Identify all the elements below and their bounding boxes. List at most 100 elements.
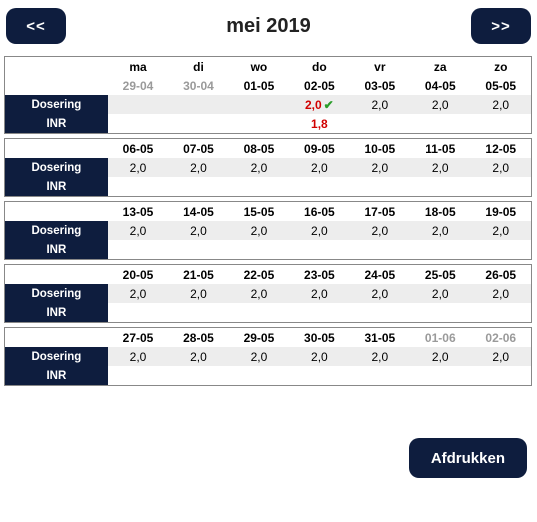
inr-cell xyxy=(350,240,410,259)
inr-row-label: INR xyxy=(5,303,108,322)
inr-cell xyxy=(410,240,470,259)
date-cell: 21-05 xyxy=(168,265,228,284)
dose-value: 2,0 xyxy=(130,161,147,175)
dose-cell: 2,0 xyxy=(289,221,349,240)
inr-cell xyxy=(289,303,349,322)
date-label-blank xyxy=(5,139,108,158)
dose-value: 2,0 xyxy=(251,287,268,301)
date-cell: 20-05 xyxy=(108,265,168,284)
inr-cell xyxy=(168,177,228,196)
day-header: wo xyxy=(229,57,289,76)
dose-cell: 2,0 xyxy=(410,347,470,366)
dose-value: 2,0 xyxy=(432,161,449,175)
date-cell: 13-05 xyxy=(108,202,168,221)
date-cell: 01-05 xyxy=(229,76,289,95)
inr-cell xyxy=(350,366,410,385)
date-cell: 12-05 xyxy=(471,139,532,158)
dose-cell xyxy=(229,95,289,114)
inr-row-label: INR xyxy=(5,240,108,259)
date-cell: 22-05 xyxy=(229,265,289,284)
dose-cell: 2,0 xyxy=(471,158,532,177)
dose-cell: 2,0 xyxy=(229,347,289,366)
date-cell: 31-05 xyxy=(350,328,410,347)
dose-value: 2,0 xyxy=(311,287,328,301)
inr-cell xyxy=(108,177,168,196)
date-cell: 25-05 xyxy=(410,265,470,284)
dose-value: 2,0 xyxy=(130,350,147,364)
dose-cell: 2,0 xyxy=(289,158,349,177)
inr-cell xyxy=(168,240,228,259)
dose-cell: 2,0 xyxy=(289,284,349,303)
inr-cell xyxy=(410,303,470,322)
dose-cell: 2,0 xyxy=(471,221,532,240)
dose-cell xyxy=(108,95,168,114)
dose-value: 2,0 xyxy=(371,161,388,175)
check-icon: ✔ xyxy=(324,98,334,112)
date-label-blank xyxy=(5,76,108,95)
dose-value: 2,0 xyxy=(251,161,268,175)
date-cell: 09-05 xyxy=(289,139,349,158)
date-label-blank xyxy=(5,202,108,221)
inr-cell xyxy=(410,114,470,133)
date-cell: 16-05 xyxy=(289,202,349,221)
date-cell: 02-06 xyxy=(471,328,532,347)
dose-cell: 2,0✔ xyxy=(289,95,349,114)
date-cell: 24-05 xyxy=(350,265,410,284)
dose-cell: 2,0 xyxy=(350,158,410,177)
inr-cell xyxy=(229,303,289,322)
date-label-blank xyxy=(5,265,108,284)
inr-cell xyxy=(289,240,349,259)
header-label-blank xyxy=(5,57,108,76)
dose-cell: 2,0 xyxy=(229,221,289,240)
actions-bar: Afdrukken xyxy=(4,438,533,478)
inr-cell xyxy=(471,240,532,259)
dose-cell: 2,0 xyxy=(108,347,168,366)
week-block: 20-0521-0522-0523-0524-0525-0526-05Doser… xyxy=(4,264,532,323)
date-cell: 14-05 xyxy=(168,202,228,221)
date-cell: 27-05 xyxy=(108,328,168,347)
dose-cell: 2,0 xyxy=(471,95,532,114)
dose-cell: 2,0 xyxy=(168,221,228,240)
dose-cell: 2,0 xyxy=(229,284,289,303)
dose-value: 2,0 xyxy=(130,287,147,301)
dose-value: 2,0 xyxy=(432,224,449,238)
dose-cell: 2,0 xyxy=(168,284,228,303)
date-cell: 26-05 xyxy=(471,265,532,284)
print-button[interactable]: Afdrukken xyxy=(409,438,527,478)
date-cell: 29-05 xyxy=(229,328,289,347)
dose-value: 2,0 xyxy=(492,161,509,175)
inr-cell xyxy=(471,177,532,196)
dose-cell: 2,0 xyxy=(471,347,532,366)
date-cell: 17-05 xyxy=(350,202,410,221)
day-header: di xyxy=(168,57,228,76)
next-month-button[interactable]: >> xyxy=(471,8,531,44)
date-cell: 05-05 xyxy=(471,76,532,95)
dose-value: 2,0 xyxy=(251,350,268,364)
dose-value: 2,0 xyxy=(492,98,509,112)
inr-cell xyxy=(168,366,228,385)
dose-value: 2,0 xyxy=(190,287,207,301)
date-cell: 01-06 xyxy=(410,328,470,347)
dose-cell: 2,0 xyxy=(471,284,532,303)
dose-value: 2,0 xyxy=(371,350,388,364)
inr-cell xyxy=(410,366,470,385)
dose-cell: 2,0 xyxy=(229,158,289,177)
day-header: za xyxy=(410,57,470,76)
date-cell: 28-05 xyxy=(168,328,228,347)
day-header: zo xyxy=(471,57,532,76)
inr-row-label: INR xyxy=(5,366,108,385)
week-block: 27-0528-0529-0530-0531-0501-0602-06Doser… xyxy=(4,327,532,386)
month-title: mei 2019 xyxy=(226,15,311,38)
dose-cell: 2,0 xyxy=(410,95,470,114)
date-cell: 08-05 xyxy=(229,139,289,158)
dose-cell: 2,0 xyxy=(350,284,410,303)
inr-cell xyxy=(289,177,349,196)
prev-month-button[interactable]: << xyxy=(6,8,66,44)
date-cell: 11-05 xyxy=(410,139,470,158)
dose-cell: 2,0 xyxy=(350,95,410,114)
dose-value: 2,0 xyxy=(251,224,268,238)
inr-cell xyxy=(410,177,470,196)
inr-cell xyxy=(350,114,410,133)
dose-row-label: Dosering xyxy=(5,284,108,303)
dose-row-label: Dosering xyxy=(5,347,108,366)
